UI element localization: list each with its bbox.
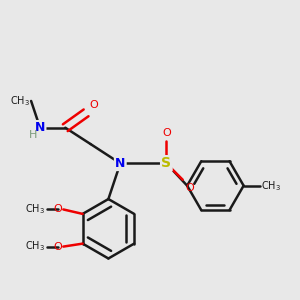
Text: CH$_3$: CH$_3$ <box>262 179 281 193</box>
Text: H: H <box>28 130 37 140</box>
Text: CH$_3$: CH$_3$ <box>26 240 46 254</box>
Text: N: N <box>35 121 45 134</box>
Text: N: N <box>115 157 125 170</box>
Text: O: O <box>53 204 62 214</box>
Text: CH$_3$: CH$_3$ <box>10 94 30 108</box>
Text: S: S <box>161 156 171 170</box>
Text: O: O <box>162 128 171 138</box>
Text: O: O <box>53 242 62 252</box>
Text: O: O <box>186 183 194 193</box>
Text: CH$_3$: CH$_3$ <box>26 202 46 216</box>
Text: O: O <box>89 100 98 110</box>
